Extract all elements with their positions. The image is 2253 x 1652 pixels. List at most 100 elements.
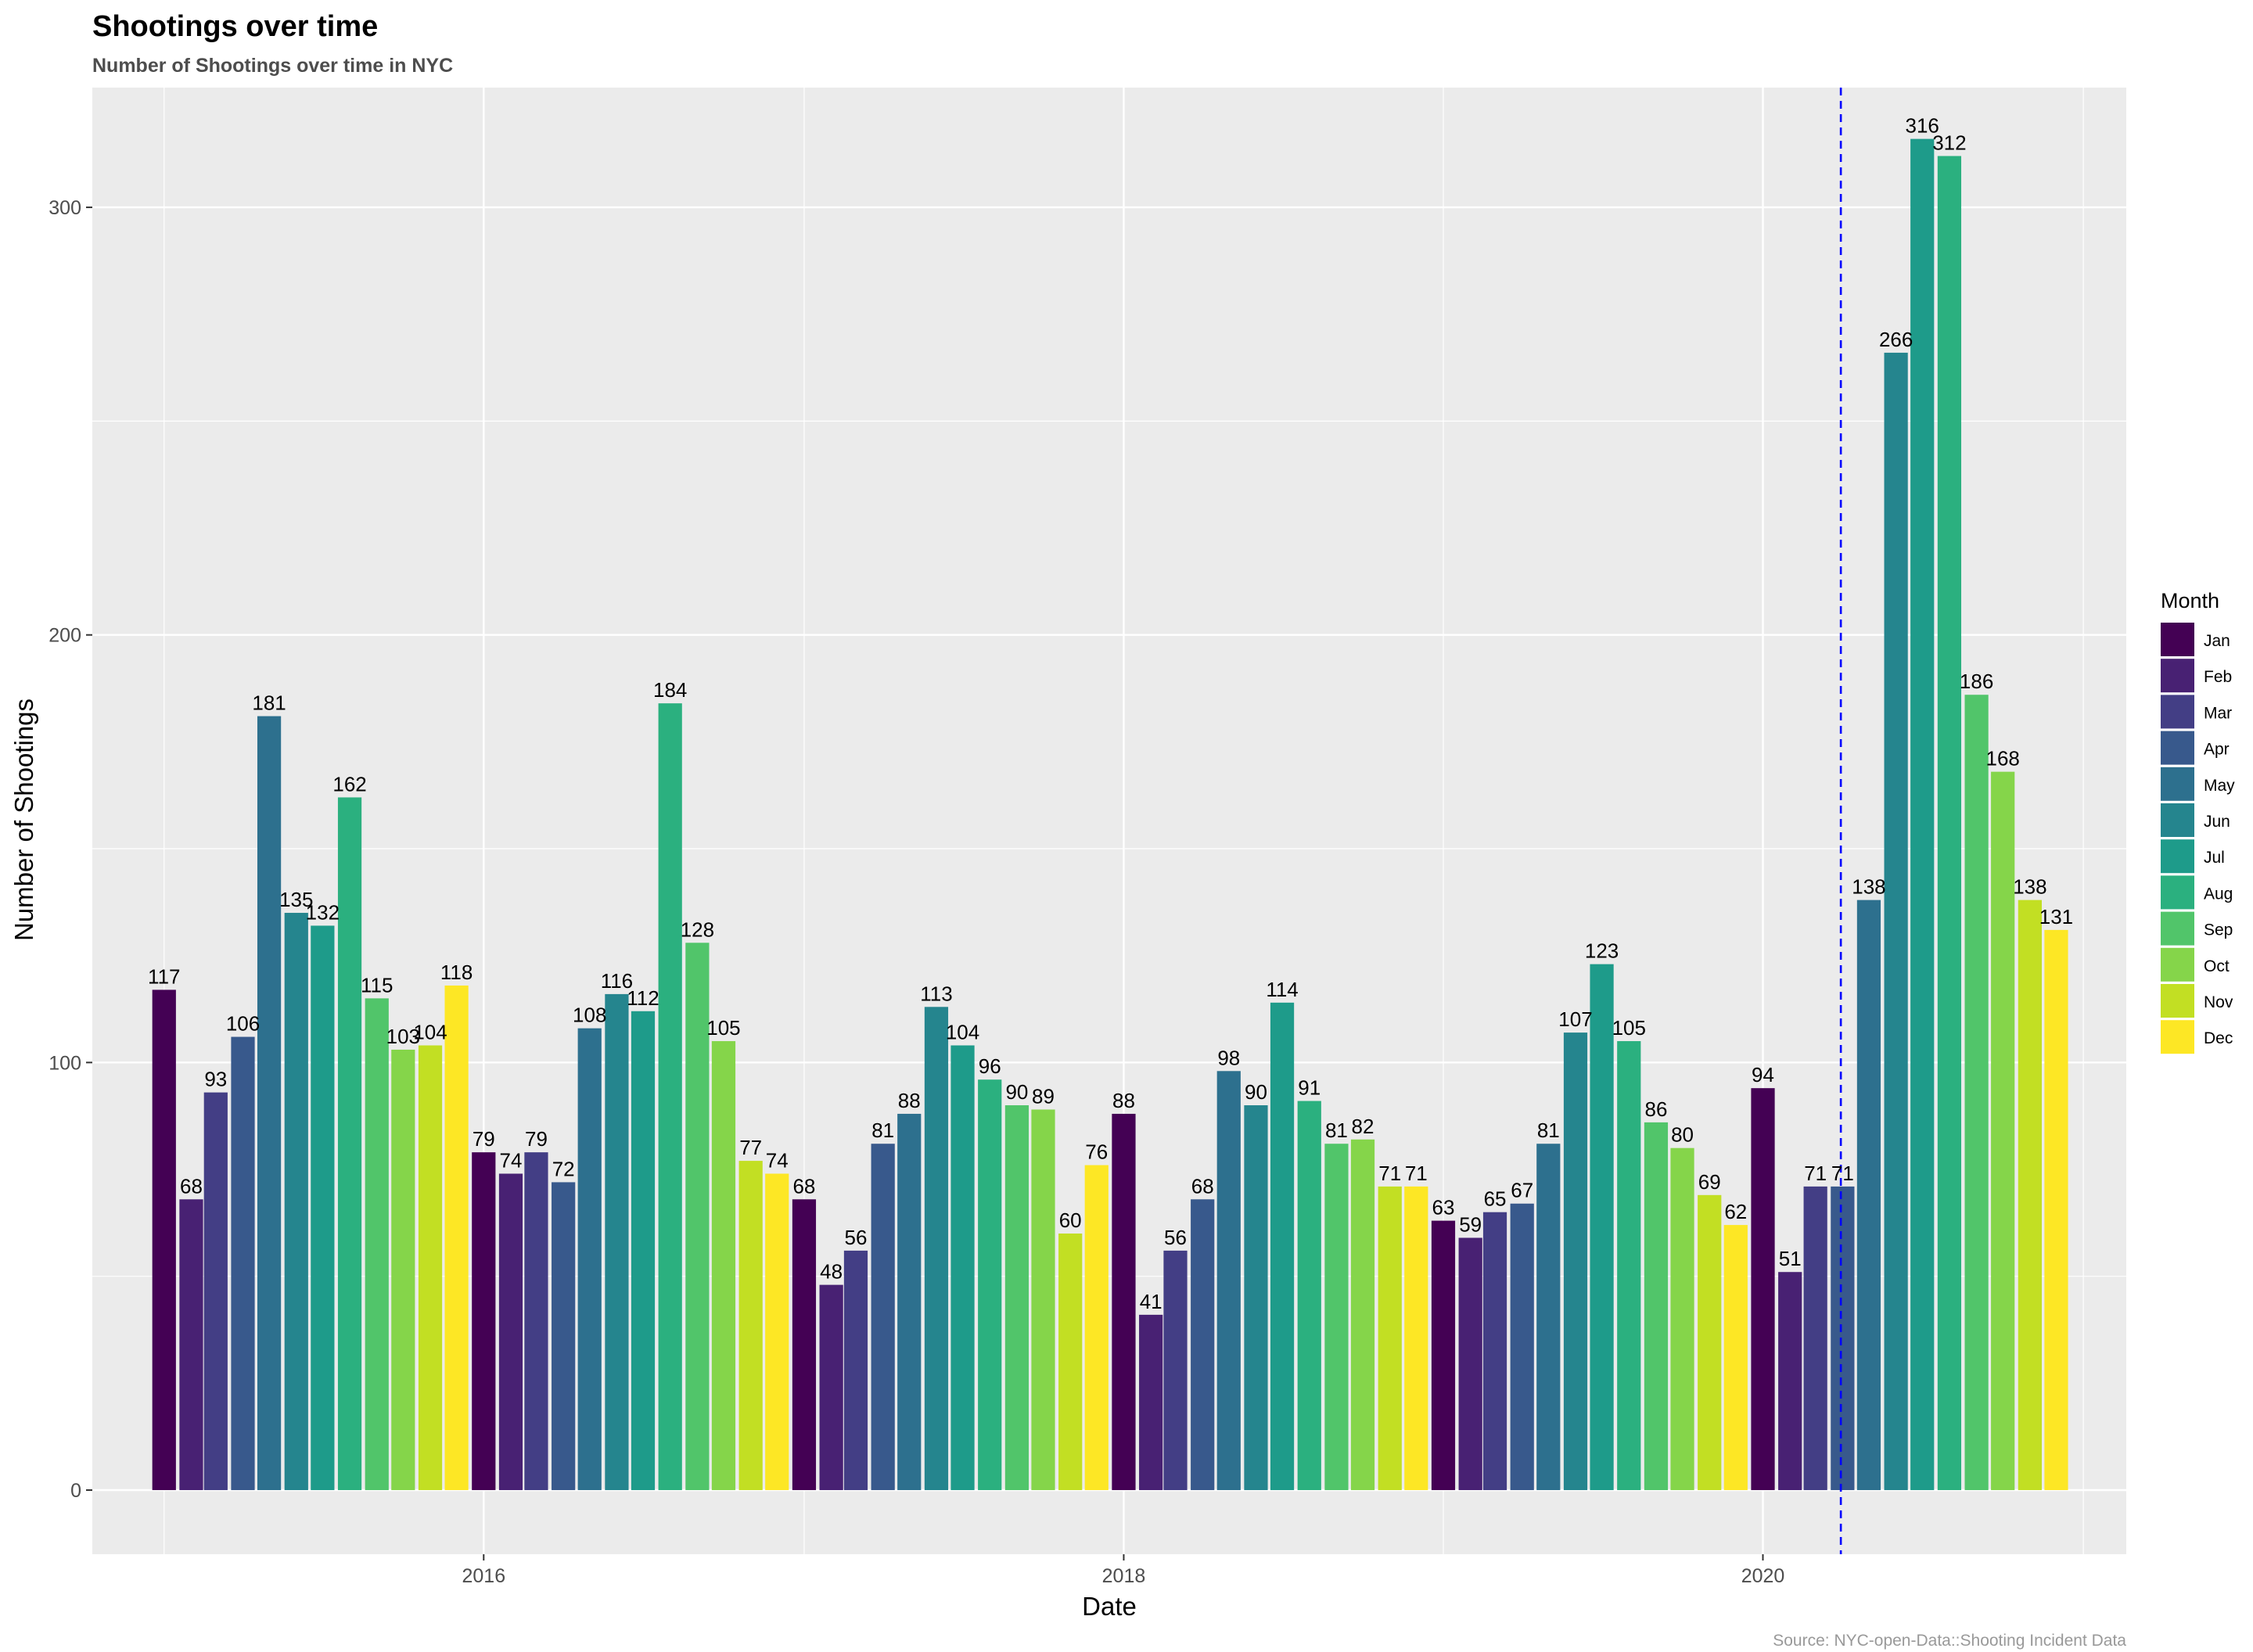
legend-label: Jul xyxy=(2204,849,2225,867)
chart-title: Shootings over time xyxy=(92,10,378,43)
y-tick-label: 100 xyxy=(49,1052,81,1074)
legend-swatch xyxy=(2161,659,2194,693)
data-label: 93 xyxy=(204,1068,227,1091)
bar xyxy=(2018,900,2042,1491)
data-label: 104 xyxy=(946,1020,979,1043)
data-label: 106 xyxy=(226,1012,260,1036)
y-axis: 0 100 200 300 xyxy=(49,197,92,1502)
bar xyxy=(1751,1088,1775,1491)
bar xyxy=(765,1173,789,1491)
data-label: 41 xyxy=(1140,1290,1162,1313)
legend-swatch xyxy=(2161,839,2194,874)
data-label: 62 xyxy=(1724,1200,1747,1223)
bar xyxy=(337,797,362,1491)
data-label: 56 xyxy=(1164,1226,1187,1249)
chart-subtitle: Number of Shootings over time in NYC xyxy=(92,55,453,77)
bar xyxy=(1404,1186,1428,1491)
bar xyxy=(179,1199,203,1491)
data-label: 181 xyxy=(252,691,286,715)
data-label: 112 xyxy=(627,986,659,1010)
data-label: 51 xyxy=(1779,1247,1802,1270)
bar xyxy=(1004,1105,1029,1491)
bar xyxy=(685,943,710,1491)
data-label: 74 xyxy=(766,1148,789,1172)
bar xyxy=(950,1045,975,1491)
data-label: 81 xyxy=(871,1119,894,1142)
bars xyxy=(152,138,2068,1491)
data-label: 104 xyxy=(413,1020,447,1043)
legend-label: Apr xyxy=(2204,741,2230,759)
bar xyxy=(1350,1139,1375,1491)
bar xyxy=(1563,1032,1588,1491)
y-tick-label: 300 xyxy=(49,197,81,219)
data-label: 105 xyxy=(706,1016,740,1040)
bar xyxy=(418,1045,443,1491)
bar xyxy=(1670,1147,1694,1491)
bar xyxy=(1536,1144,1561,1491)
legend-label: Jun xyxy=(2204,813,2230,831)
data-label: 316 xyxy=(1906,114,1939,138)
legend-label: Oct xyxy=(2204,957,2230,975)
data-label: 88 xyxy=(1112,1089,1135,1112)
data-label: 91 xyxy=(1298,1076,1321,1100)
legend-title: Month xyxy=(2161,589,2219,612)
legend-label: Feb xyxy=(2204,668,2232,686)
bar xyxy=(1964,695,1989,1491)
data-label: 138 xyxy=(2013,875,2046,899)
legend-label: Jan xyxy=(2204,632,2230,650)
bar xyxy=(1378,1186,1402,1491)
data-label: 123 xyxy=(1585,939,1619,963)
bar xyxy=(552,1182,576,1491)
bar xyxy=(1270,1002,1295,1491)
bar xyxy=(819,1284,843,1491)
bar xyxy=(1831,1186,1855,1491)
bar xyxy=(524,1152,548,1491)
legend-label: Aug xyxy=(2204,885,2233,903)
bar xyxy=(738,1161,763,1491)
bar xyxy=(444,985,469,1491)
bar xyxy=(152,989,176,1491)
bar xyxy=(1856,900,1881,1491)
bar xyxy=(1031,1109,1055,1491)
data-label: 128 xyxy=(681,918,714,941)
x-axis: 2016 2018 2020 xyxy=(462,1554,1784,1587)
data-label: 96 xyxy=(979,1054,1001,1078)
bar xyxy=(2044,929,2068,1491)
data-label: 118 xyxy=(440,961,473,984)
data-label: 48 xyxy=(820,1260,843,1284)
data-label: 71 xyxy=(1378,1162,1401,1185)
bar xyxy=(1216,1071,1241,1491)
data-label: 117 xyxy=(148,964,180,988)
data-label: 82 xyxy=(1352,1115,1374,1138)
bar xyxy=(1884,352,1908,1491)
bar xyxy=(311,925,335,1491)
bar xyxy=(1590,964,1614,1491)
data-label: 80 xyxy=(1671,1123,1694,1147)
bar xyxy=(1458,1237,1482,1491)
bar xyxy=(1139,1314,1163,1491)
bar xyxy=(257,716,282,1491)
legend-swatch xyxy=(2161,803,2194,837)
legend-label: Sep xyxy=(2204,921,2233,939)
data-label: 60 xyxy=(1059,1208,1082,1232)
data-label: 108 xyxy=(573,1004,606,1027)
data-label: 94 xyxy=(1752,1063,1774,1086)
bar xyxy=(631,1011,656,1491)
bar xyxy=(1778,1272,1802,1491)
data-label: 312 xyxy=(1932,131,1966,154)
data-label: 168 xyxy=(1985,747,2019,770)
data-label: 71 xyxy=(1405,1162,1428,1185)
data-label: 89 xyxy=(1032,1084,1055,1108)
data-label: 135 xyxy=(279,888,313,911)
data-label: 90 xyxy=(1005,1080,1028,1104)
bar xyxy=(1723,1225,1748,1491)
data-label: 81 xyxy=(1537,1119,1560,1142)
data-label: 81 xyxy=(1325,1119,1348,1142)
bar xyxy=(203,1092,228,1491)
bar xyxy=(924,1007,949,1491)
bar xyxy=(605,993,629,1491)
data-label: 71 xyxy=(1804,1162,1827,1185)
bar xyxy=(1324,1144,1349,1491)
data-label: 69 xyxy=(1698,1170,1721,1194)
legend-label: Nov xyxy=(2204,993,2233,1011)
